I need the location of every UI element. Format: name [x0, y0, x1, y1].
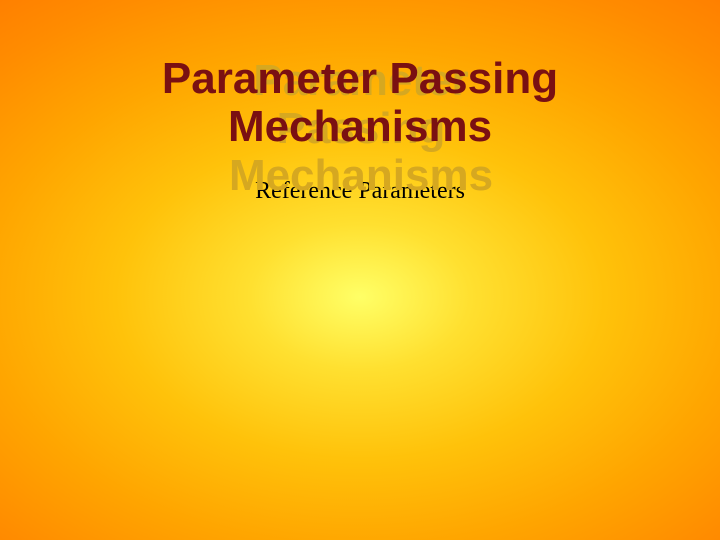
slide-title: Parameter Passing Mechanisms Parameter P… [162, 55, 558, 150]
slide: Parameter Passing Mechanisms Parameter P… [0, 0, 720, 540]
slide-title-text: Parameter Passing Mechanisms [162, 55, 558, 150]
